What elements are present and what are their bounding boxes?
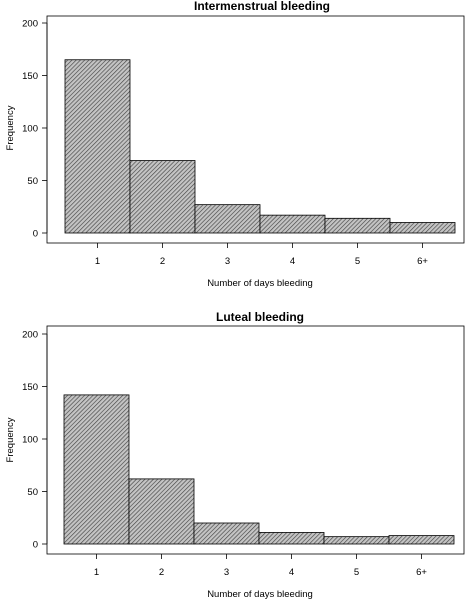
chart-title: Luteal bleeding bbox=[216, 310, 304, 324]
x-tick-label: 4 bbox=[290, 256, 295, 267]
bar-4 bbox=[259, 214, 326, 234]
y-tick-label: 50 bbox=[27, 176, 38, 187]
y-ticks: 0 50 100 150 200 bbox=[22, 19, 47, 240]
bar-4 bbox=[258, 532, 325, 545]
y-tick-label: 100 bbox=[22, 435, 38, 446]
bar-5 bbox=[323, 536, 390, 545]
x-ticks: 1 2 3 4 5 6+ bbox=[94, 554, 427, 578]
x-tick-label: 2 bbox=[160, 256, 165, 267]
y-ticks: 0 50 100 150 200 bbox=[22, 330, 47, 551]
y-tick-label: 150 bbox=[22, 71, 38, 82]
bar-5 bbox=[324, 217, 391, 234]
y-tick-label: 50 bbox=[27, 487, 38, 498]
x-tick-label: 3 bbox=[224, 567, 229, 578]
y-tick-label: 0 bbox=[33, 229, 38, 240]
bar-1 bbox=[63, 394, 130, 545]
x-tick-label: 2 bbox=[159, 567, 164, 578]
chart-title: Intermenstrual bleeding bbox=[194, 0, 330, 13]
y-tick-label: 200 bbox=[22, 19, 38, 30]
y-tick-label: 150 bbox=[22, 382, 38, 393]
bars bbox=[64, 59, 456, 234]
x-axis-label: Number of days bleeding bbox=[207, 589, 313, 600]
x-axis-label: Number of days bleeding bbox=[207, 278, 313, 289]
x-ticks: 1 2 3 4 5 6+ bbox=[95, 243, 428, 267]
x-tick-label: 4 bbox=[289, 567, 294, 578]
chart-panel-2: Luteal bleeding Frequency Number of days… bbox=[5, 310, 465, 600]
x-tick-label: 6+ bbox=[417, 256, 428, 267]
x-tick-label: 1 bbox=[95, 256, 100, 267]
x-tick-label: 6+ bbox=[416, 567, 427, 578]
y-tick-label: 100 bbox=[22, 124, 38, 135]
bar-3 bbox=[194, 204, 261, 234]
bar-6plus bbox=[389, 222, 456, 234]
x-tick-label: 5 bbox=[354, 567, 359, 578]
bars bbox=[63, 394, 455, 545]
bar-2 bbox=[128, 478, 195, 545]
bar-3 bbox=[193, 522, 260, 545]
y-tick-label: 200 bbox=[22, 330, 38, 341]
bar-2 bbox=[129, 160, 196, 234]
y-axis-label: Frequency bbox=[5, 105, 16, 150]
y-axis-label: Frequency bbox=[5, 417, 16, 462]
y-tick-label: 0 bbox=[33, 540, 38, 551]
x-tick-label: 1 bbox=[94, 567, 99, 578]
chart-panel-1: Intermenstrual bleeding Frequency Number… bbox=[5, 0, 465, 289]
bar-6plus bbox=[388, 535, 455, 545]
bar-1 bbox=[64, 59, 131, 234]
x-tick-label: 5 bbox=[355, 256, 360, 267]
x-tick-label: 3 bbox=[225, 256, 230, 267]
